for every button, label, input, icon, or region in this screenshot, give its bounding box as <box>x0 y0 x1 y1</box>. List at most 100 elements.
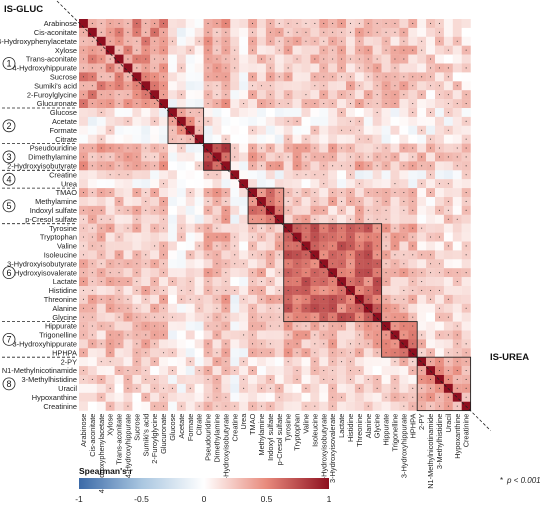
significance-marker <box>376 298 378 300</box>
column-label: 2-PY <box>417 414 426 431</box>
significance-marker <box>430 67 432 69</box>
heatmap-cell <box>443 259 453 269</box>
heatmap-cell <box>452 170 462 180</box>
significance-marker <box>100 254 102 256</box>
significance-marker <box>225 352 227 354</box>
significance-marker <box>278 31 280 33</box>
colorbar: Spearman's r -1 -0.5 0 0.5 1 <box>75 466 331 504</box>
significance-marker <box>145 254 147 256</box>
significance-marker <box>225 236 227 238</box>
significance-marker <box>394 192 396 194</box>
significance-marker <box>376 325 378 327</box>
heatmap-cell <box>150 125 160 135</box>
heatmap-cell <box>239 179 249 189</box>
significance-marker <box>91 76 93 78</box>
significance-marker <box>82 334 84 336</box>
significance-marker <box>109 22 111 25</box>
significance-marker <box>349 272 352 274</box>
heatmap-cell <box>292 81 302 91</box>
heatmap-cell <box>239 303 249 313</box>
significance-marker <box>136 94 138 96</box>
significance-marker <box>145 40 147 42</box>
significance-marker <box>100 343 102 345</box>
heatmap-cell <box>337 99 347 109</box>
row-label: Creatinine <box>43 402 77 411</box>
significance-marker <box>136 67 138 69</box>
heatmap-cell <box>372 179 382 189</box>
significance-marker <box>252 129 254 131</box>
significance-marker <box>341 111 343 113</box>
significance-marker <box>341 325 343 327</box>
heatmap-cell <box>114 401 124 411</box>
column-label: Glucose <box>168 414 177 441</box>
significance-marker <box>358 58 360 60</box>
heatmap-cell <box>426 152 436 162</box>
significance-marker <box>376 85 378 87</box>
heatmap-cell <box>168 197 178 207</box>
significance-marker <box>412 343 414 345</box>
significance-marker <box>430 111 432 113</box>
heatmap-cell <box>328 179 338 189</box>
significance-marker <box>287 281 289 283</box>
significance-marker <box>421 254 423 256</box>
row-label: 3-Methylhistidine <box>22 375 77 384</box>
heatmap-cell <box>426 116 436 126</box>
significance-marker <box>225 85 227 87</box>
significance-marker <box>109 263 111 265</box>
heatmap-cell <box>230 72 240 82</box>
heatmap-cell <box>248 259 258 269</box>
significance-marker <box>109 40 111 42</box>
significance-marker <box>394 254 396 256</box>
heatmap-cell <box>230 108 240 118</box>
significance-marker <box>163 156 165 158</box>
significance-marker <box>323 370 325 372</box>
heatmap-cell <box>114 108 124 118</box>
column-label: Cis-aconitate <box>88 414 97 457</box>
heatmap-cell <box>168 81 178 91</box>
heatmap-cell <box>265 366 275 376</box>
significance-marker <box>421 289 423 292</box>
significance-marker <box>118 370 120 372</box>
significance-marker <box>145 156 147 158</box>
column-label: Threonine <box>355 414 364 447</box>
heatmap-cell <box>185 392 195 402</box>
heatmap-cell <box>141 268 151 278</box>
significance-marker <box>127 316 129 318</box>
heatmap-cell <box>435 170 445 180</box>
significance-marker <box>323 298 325 300</box>
heatmap-cell <box>390 36 400 46</box>
heatmap-cell <box>292 383 302 393</box>
column-label: Hippurate <box>382 414 391 446</box>
heatmap-cell <box>381 63 391 73</box>
significance-marker <box>136 343 138 345</box>
column-label: Trigonelline <box>391 414 400 452</box>
heatmap-cell <box>159 170 169 180</box>
heatmap-cell <box>168 143 178 153</box>
significance-marker <box>349 378 352 381</box>
heatmap-cell <box>283 223 293 233</box>
heatmap-cell <box>96 179 106 189</box>
heatmap-cell <box>435 223 445 233</box>
heatmap-cell <box>346 36 356 46</box>
heatmap-cell <box>381 170 391 180</box>
heatmap-cell <box>399 63 409 73</box>
significance-marker <box>163 334 165 336</box>
heatmap-cell <box>239 339 249 349</box>
heatmap-cell <box>274 330 284 340</box>
heatmap-cell <box>337 81 347 91</box>
significance-marker <box>421 405 423 407</box>
significance-marker <box>269 85 271 87</box>
heatmap-cell <box>363 116 373 126</box>
significance-marker <box>358 183 360 185</box>
significance-marker <box>296 281 298 283</box>
heatmap-cell <box>105 45 115 55</box>
heatmap-cell <box>203 357 213 367</box>
heatmap-cell <box>283 54 293 64</box>
heatmap-cell <box>319 259 329 269</box>
significance-marker <box>296 245 298 247</box>
significance-marker <box>180 111 182 113</box>
heatmap-cell <box>381 375 391 385</box>
heatmap-cell <box>417 99 427 109</box>
significance-marker <box>207 200 209 202</box>
significance-marker <box>145 49 147 51</box>
